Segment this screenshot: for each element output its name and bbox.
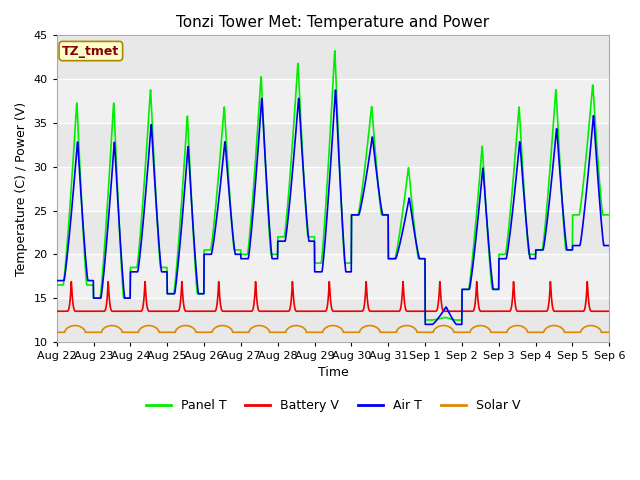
Bar [57, 123, 609, 167]
Bar [57, 254, 609, 298]
Bar [57, 211, 609, 254]
Bar [57, 167, 609, 211]
Bar [57, 36, 609, 79]
Text: TZ_tmet: TZ_tmet [62, 45, 120, 58]
Bar [57, 79, 609, 123]
Y-axis label: Temperature (C) / Power (V): Temperature (C) / Power (V) [15, 102, 28, 276]
Title: Tonzi Tower Met: Temperature and Power: Tonzi Tower Met: Temperature and Power [177, 15, 490, 30]
Bar [57, 298, 609, 342]
Legend: Panel T, Battery V, Air T, Solar V: Panel T, Battery V, Air T, Solar V [141, 394, 525, 417]
X-axis label: Time: Time [317, 367, 348, 380]
